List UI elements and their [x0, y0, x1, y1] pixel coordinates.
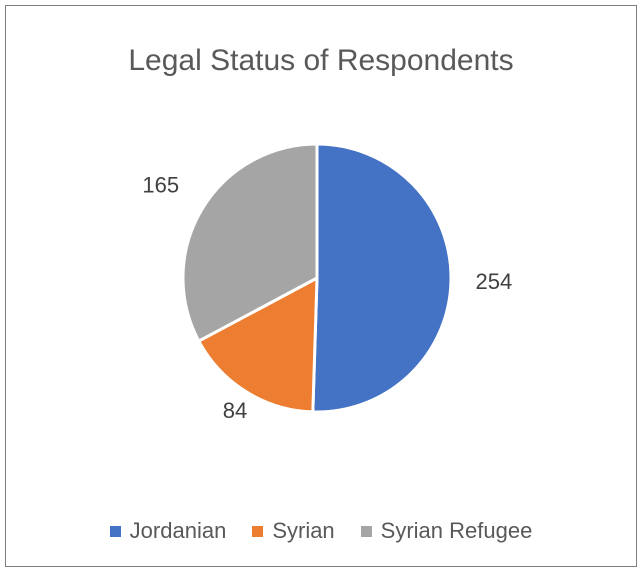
legend-label-syrian-refugee: Syrian Refugee: [380, 518, 533, 543]
legend-item-syrian-refugee: Syrian Refugee: [360, 518, 533, 544]
pie-slice-syrian: [197, 276, 319, 414]
legend-label-jordanian: Jordanian: [129, 518, 227, 543]
data-label-jordanian: 254: [475, 269, 512, 294]
pie-slice-jordanian: [311, 142, 453, 414]
legend-item-jordanian: Jordanian: [109, 518, 227, 544]
legend: Jordanian Syrian Syrian Refugee: [6, 518, 636, 544]
legend-swatch-jordanian: [109, 525, 121, 537]
legend-item-syrian: Syrian: [252, 518, 335, 544]
chart-frame: Legal Status of Respondents 254 84 165 Jor…: [5, 5, 637, 567]
pie-slice-syrian-refugee: [181, 142, 319, 343]
legend-label-syrian: Syrian: [272, 518, 335, 543]
pie-chart: 254 84 165: [142, 142, 512, 423]
data-label-syrian-refugee: 165: [142, 172, 179, 197]
legend-swatch-syrian-refugee: [360, 525, 372, 537]
data-label-syrian: 84: [223, 398, 247, 423]
legend-swatch-syrian: [252, 525, 264, 537]
chart-title: Legal Status of Respondents: [128, 44, 514, 77]
